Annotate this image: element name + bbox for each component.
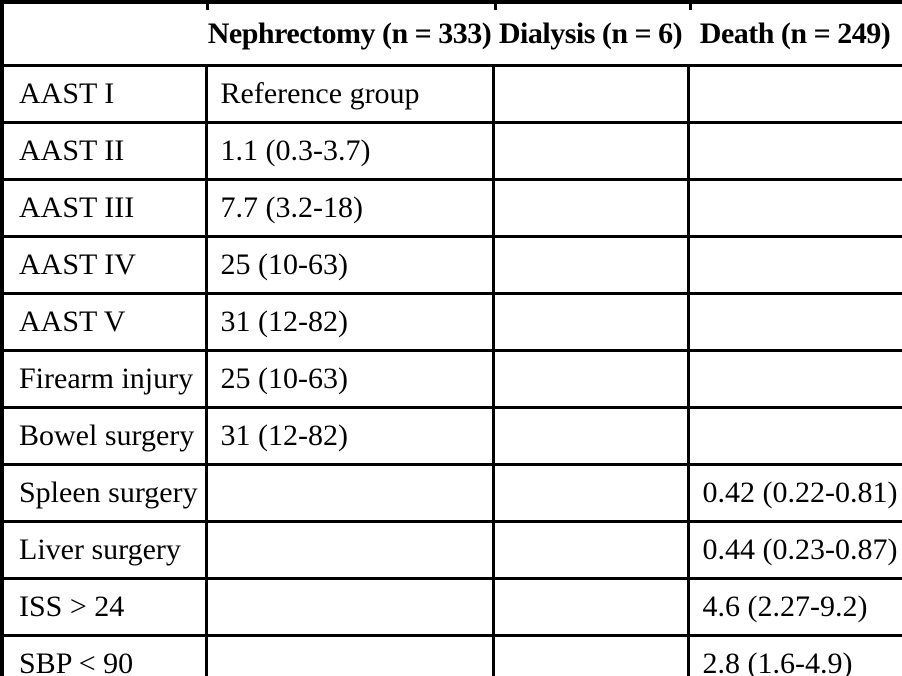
table-row-aast-2: AAST II 1.1 (0.3-3.7) bbox=[0, 121, 902, 181]
death-value bbox=[686, 406, 902, 466]
table-row-aast-1: AAST I Reference group bbox=[0, 64, 902, 124]
table-row-aast-3: AAST III 7.7 (3.2-18) bbox=[0, 178, 902, 238]
nephrectomy-value bbox=[204, 577, 495, 637]
dialysis-value bbox=[491, 64, 690, 124]
dialysis-value bbox=[491, 178, 690, 238]
nephrectomy-value: 31 (12-82) bbox=[204, 292, 495, 352]
table-row-spleen-surgery: Spleen surgery 0.42 (0.22-0.81) bbox=[0, 463, 902, 523]
row-label: SBP < 90 bbox=[0, 634, 208, 676]
table-row-sbp: SBP < 90 2.8 (1.6-4.9) bbox=[0, 634, 902, 676]
dialysis-value bbox=[491, 292, 690, 352]
dialysis-value bbox=[491, 463, 690, 523]
header-row: Nephrectomy (n = 333) Dialysis (n = 6) D… bbox=[2, 2, 902, 67]
nephrectomy-value: 31 (12-82) bbox=[204, 406, 495, 466]
nephrectomy-value: 25 (10-63) bbox=[204, 349, 495, 409]
row-label: AAST IV bbox=[0, 235, 208, 295]
row-label: AAST III bbox=[0, 178, 208, 238]
death-value: 4.6 (2.27-9.2) bbox=[686, 577, 902, 637]
dialysis-value bbox=[491, 634, 690, 676]
table-row-bowel-surgery: Bowel surgery 31 (12-82) bbox=[0, 406, 902, 466]
death-value: 0.44 (0.23-0.87) bbox=[686, 520, 902, 580]
death-value bbox=[686, 178, 902, 238]
row-label: Spleen surgery bbox=[0, 463, 208, 523]
col-header-nephrectomy: Nephrectomy (n = 333) bbox=[206, 2, 493, 67]
dialysis-value bbox=[491, 406, 690, 466]
row-label: Liver surgery bbox=[0, 520, 208, 580]
death-value: 2.8 (1.6-4.9) bbox=[686, 634, 902, 676]
death-value bbox=[686, 64, 902, 124]
death-value bbox=[686, 292, 902, 352]
row-label: ISS > 24 bbox=[0, 577, 208, 637]
nephrectomy-value: 25 (10-63) bbox=[204, 235, 495, 295]
column-divider-tick bbox=[689, 4, 692, 10]
death-value bbox=[686, 349, 902, 409]
header-stub-cell bbox=[2, 2, 206, 67]
dialysis-value bbox=[491, 577, 690, 637]
nephrectomy-value: Reference group bbox=[204, 64, 495, 124]
column-divider-tick bbox=[494, 4, 497, 10]
dialysis-value bbox=[491, 121, 690, 181]
dialysis-value bbox=[491, 520, 690, 580]
nephrectomy-value bbox=[204, 463, 495, 523]
table-row-aast-4: AAST IV 25 (10-63) bbox=[0, 235, 902, 295]
death-value bbox=[686, 121, 902, 181]
nephrectomy-value bbox=[204, 634, 495, 676]
row-label: Firearm injury bbox=[0, 349, 208, 409]
column-divider-tick bbox=[206, 4, 209, 10]
death-value bbox=[686, 235, 902, 295]
table-row-aast-5: AAST V 31 (12-82) bbox=[0, 292, 902, 352]
nephrectomy-value bbox=[204, 520, 495, 580]
table-row-liver-surgery: Liver surgery 0.44 (0.23-0.87) bbox=[0, 520, 902, 580]
col-header-death: Death (n = 249) bbox=[688, 2, 902, 67]
dialysis-value bbox=[491, 235, 690, 295]
row-label: AAST I bbox=[0, 64, 208, 124]
table-row-firearm-injury: Firearm injury 25 (10-63) bbox=[0, 349, 902, 409]
nephrectomy-value: 1.1 (0.3-3.7) bbox=[204, 121, 495, 181]
row-label: AAST II bbox=[0, 121, 208, 181]
nephrectomy-value: 7.7 (3.2-18) bbox=[204, 178, 495, 238]
row-label: AAST V bbox=[0, 292, 208, 352]
col-header-dialysis: Dialysis (n = 6) bbox=[493, 2, 688, 67]
death-value: 0.42 (0.22-0.81) bbox=[686, 463, 902, 523]
table-row-iss: ISS > 24 4.6 (2.27-9.2) bbox=[0, 577, 902, 637]
dialysis-value bbox=[491, 349, 690, 409]
row-label: Bowel surgery bbox=[0, 406, 208, 466]
